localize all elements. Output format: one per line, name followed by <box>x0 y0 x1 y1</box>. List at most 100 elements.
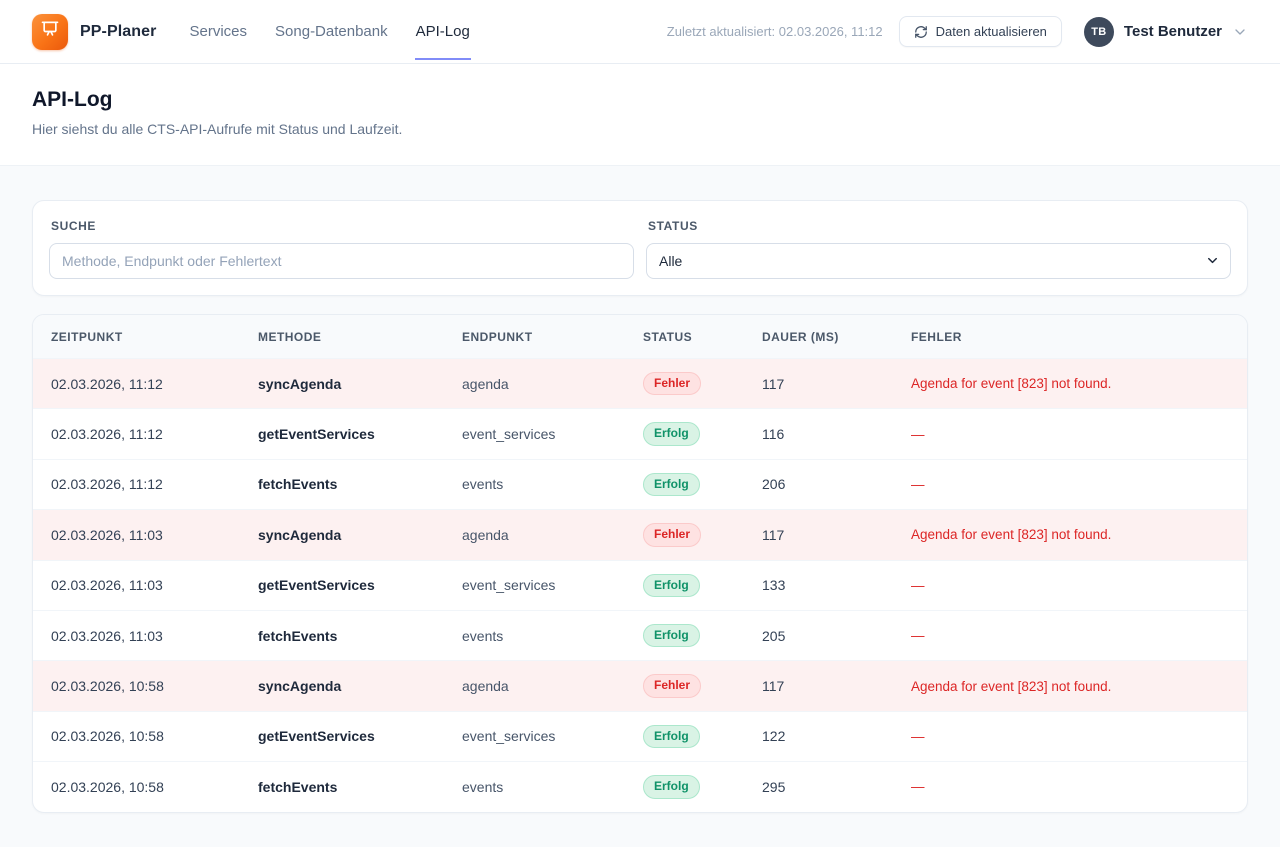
cell-error: — <box>911 426 925 442</box>
last-updated-text: Zuletzt aktualisiert: 02.03.2026, 11:12 <box>666 24 883 39</box>
column-header-dauer: DAUER (MS) <box>762 330 839 344</box>
column-header-methode: METHODE <box>258 330 322 344</box>
cell-endpoint: agenda <box>462 526 509 543</box>
cell-error: Agenda for event [823] not found. <box>911 376 1112 392</box>
cell-method: syncAgenda <box>258 375 342 392</box>
main-content: SUCHE STATUS Alle <box>0 166 1280 847</box>
status-badge: Erfolg <box>643 573 700 597</box>
user-name: Test Benutzer <box>1123 23 1222 40</box>
cell-timestamp: 02.03.2026, 11:03 <box>51 577 163 594</box>
table-row: 02.03.2026, 11:12 getEventServices event… <box>33 408 1247 459</box>
table-header: ZEITPUNKT METHODE ENDPUNKT STATUS DAUER … <box>33 315 1247 359</box>
brand[interactable]: PP-Planer <box>32 13 157 50</box>
refresh-button-label: Daten aktualisieren <box>935 24 1047 39</box>
cell-endpoint: event_services <box>462 426 556 443</box>
cell-error: Agenda for event [823] not found. <box>911 527 1112 543</box>
cell-status: Erfolg <box>627 409 746 459</box>
table-row: 02.03.2026, 11:12 syncAgenda agenda Fehl… <box>33 358 1247 409</box>
presentation-board-icon <box>40 19 60 44</box>
avatar: TB <box>1083 16 1114 47</box>
cell-duration: 206 <box>762 476 786 493</box>
cell-endpoint: event_services <box>462 577 556 594</box>
status-badge: Erfolg <box>643 472 700 497</box>
chevron-down-icon <box>1232 24 1248 40</box>
cell-method: getEventServices <box>258 577 375 594</box>
status-badge: Fehler <box>643 372 702 396</box>
status-badge: Erfolg <box>643 422 700 446</box>
cell-timestamp: 02.03.2026, 11:03 <box>51 526 163 543</box>
cell-status: Erfolg <box>627 610 746 660</box>
cell-status: Fehler <box>627 661 746 711</box>
nav-item-song-datenbank[interactable]: Song-Datenbank <box>275 23 388 40</box>
filter-card: SUCHE STATUS Alle <box>32 200 1248 296</box>
cell-method: syncAgenda <box>258 678 342 695</box>
cell-method: fetchEvents <box>258 476 338 493</box>
cell-endpoint: agenda <box>462 375 509 392</box>
cell-duration: 295 <box>762 778 786 795</box>
main-nav: Services Song-Datenbank API-Log <box>189 3 471 60</box>
table-row: 02.03.2026, 11:12 fetchEvents events Erf… <box>33 459 1247 509</box>
column-header-fehler: FEHLER <box>911 330 962 344</box>
search-label: SUCHE <box>51 219 97 233</box>
refresh-icon <box>914 25 928 39</box>
cell-error: — <box>911 628 925 644</box>
cell-method: getEventServices <box>258 426 375 443</box>
column-header-endpunkt: ENDPUNKT <box>462 330 533 344</box>
cell-error: — <box>911 476 925 492</box>
cell-error: — <box>911 577 925 593</box>
table-row: 02.03.2026, 11:03 getEventServices event… <box>33 560 1247 610</box>
search-field-group: SUCHE <box>49 217 634 279</box>
page-title: API-Log <box>32 88 113 111</box>
page-subtitle: Hier siehst du alle CTS-API-Aufrufe mit … <box>32 121 403 137</box>
cell-duration: 117 <box>762 678 785 695</box>
status-badge: Erfolg <box>643 775 700 799</box>
cell-timestamp: 02.03.2026, 10:58 <box>51 678 164 695</box>
status-select-wrap: Alle <box>646 243 1231 279</box>
cell-status: Fehler <box>627 359 746 409</box>
status-label: STATUS <box>648 219 698 233</box>
cell-method: getEventServices <box>258 728 375 745</box>
cell-method: fetchEvents <box>258 778 338 795</box>
cell-error: — <box>911 779 925 795</box>
column-header-zeitpunkt: ZEITPUNKT <box>51 330 123 344</box>
cell-status: Erfolg <box>627 459 746 509</box>
cell-duration: 205 <box>762 627 786 644</box>
refresh-data-button[interactable]: Daten aktualisieren <box>898 16 1062 47</box>
table-row: 02.03.2026, 11:03 fetchEvents events Erf… <box>33 610 1247 660</box>
search-input[interactable] <box>49 243 634 279</box>
table-row: 02.03.2026, 10:58 syncAgenda agenda Fehl… <box>33 660 1247 712</box>
navbar-right: Zuletzt aktualisiert: 02.03.2026, 11:12 … <box>667 16 1248 47</box>
top-navbar: PP-Planer Services Song-Datenbank API-Lo… <box>0 0 1280 64</box>
cell-timestamp: 02.03.2026, 11:12 <box>51 476 163 493</box>
cell-endpoint: events <box>462 778 504 795</box>
cell-timestamp: 02.03.2026, 11:03 <box>51 627 163 644</box>
cell-timestamp: 02.03.2026, 10:58 <box>51 778 164 795</box>
cell-error: Agenda for event [823] not found. <box>911 678 1112 694</box>
column-header-status: STATUS <box>643 330 693 344</box>
cell-timestamp: 02.03.2026, 10:58 <box>51 728 164 745</box>
cell-error: — <box>911 728 925 744</box>
table-row: 02.03.2026, 10:58 fetchEvents events Erf… <box>33 761 1247 812</box>
cell-timestamp: 02.03.2026, 11:12 <box>51 426 163 443</box>
cell-duration: 117 <box>762 375 785 392</box>
cell-endpoint: agenda <box>462 678 509 695</box>
api-log-table: ZEITPUNKT METHODE ENDPUNKT STATUS DAUER … <box>33 315 1247 812</box>
status-select[interactable]: Alle <box>646 243 1231 279</box>
cell-method: syncAgenda <box>258 526 342 543</box>
cell-endpoint: events <box>462 627 504 644</box>
cell-duration: 116 <box>762 426 785 443</box>
nav-item-services[interactable]: Services <box>189 23 248 40</box>
table-row: 02.03.2026, 10:58 getEventServices event… <box>33 711 1247 761</box>
app-logo <box>32 13 68 50</box>
status-badge: Fehler <box>643 523 702 547</box>
brand-name: PP-Planer <box>80 22 157 40</box>
user-menu[interactable]: TB Test Benutzer <box>1083 16 1248 47</box>
status-field-group: STATUS Alle <box>646 217 1231 279</box>
status-badge: Fehler <box>643 674 702 698</box>
status-badge: Erfolg <box>643 724 700 749</box>
table-row: 02.03.2026, 11:03 syncAgenda agenda Fehl… <box>33 509 1247 561</box>
api-log-table-card: ZEITPUNKT METHODE ENDPUNKT STATUS DAUER … <box>32 314 1248 813</box>
status-badge: Erfolg <box>643 623 700 648</box>
nav-item-api-log[interactable]: API-Log <box>414 3 471 60</box>
cell-status: Erfolg <box>627 560 746 610</box>
